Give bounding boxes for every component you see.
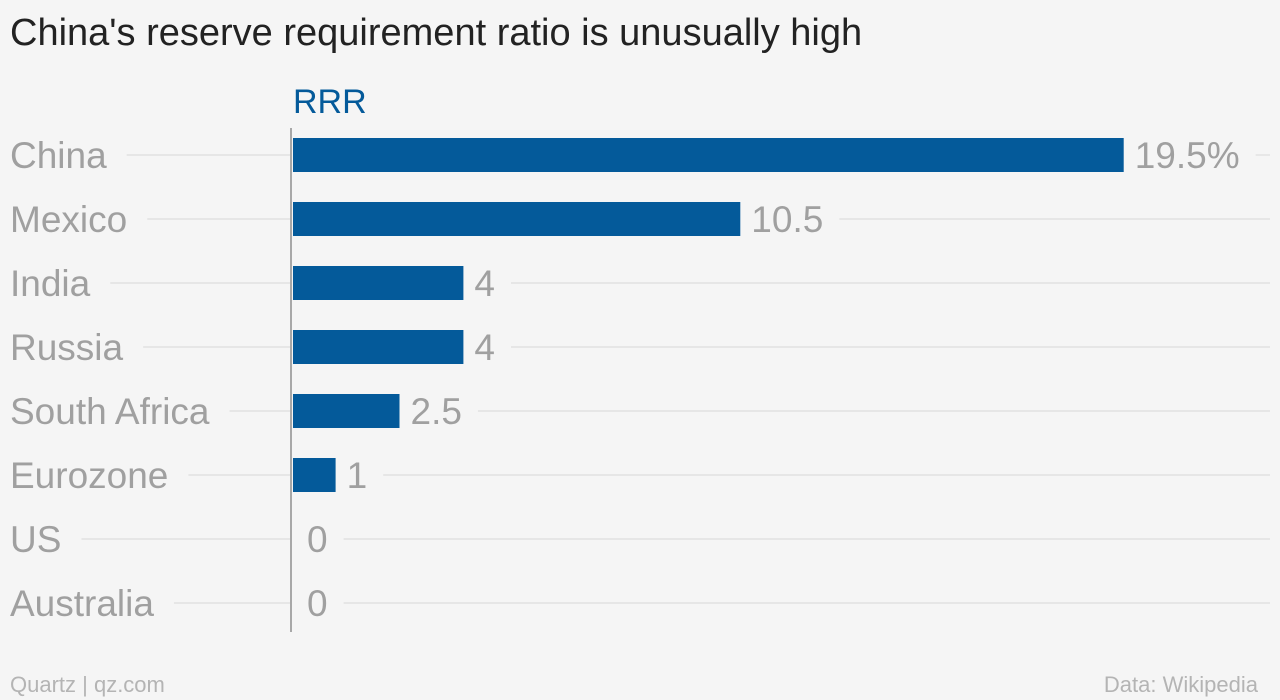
footer-source: Data: Wikipedia xyxy=(1103,672,1258,697)
value-label: 19.5% xyxy=(1135,135,1240,176)
gridlines xyxy=(81,154,1270,604)
bar-chart: RRR China Mexico India Russia South Africa Eu… xyxy=(10,83,1270,632)
bar-india xyxy=(293,266,464,300)
value-label: 10.5 xyxy=(751,199,823,240)
category-label: Mexico xyxy=(10,199,127,240)
value-label: 4 xyxy=(474,327,495,368)
value-label: 0 xyxy=(307,519,328,560)
footer-credit: Quartz | qz.com xyxy=(10,672,165,697)
category-label: India xyxy=(10,263,91,304)
value-label: 0 xyxy=(307,583,328,624)
bars xyxy=(293,138,1124,492)
value-label: 1 xyxy=(347,455,368,496)
series-label: RRR xyxy=(293,83,367,121)
bar-south-africa xyxy=(293,394,400,428)
category-label: Eurozone xyxy=(10,455,168,496)
value-label: 4 xyxy=(474,263,495,304)
bar-china xyxy=(293,138,1124,172)
category-label: Russia xyxy=(10,327,124,368)
category-label: China xyxy=(10,135,107,176)
category-labels: China Mexico India Russia South Africa Eurozo… xyxy=(10,135,210,624)
category-label: South Africa xyxy=(10,391,210,432)
value-label: 2.5 xyxy=(411,391,462,432)
bar-mexico xyxy=(293,202,741,236)
category-label: Australia xyxy=(10,583,154,624)
chart-title: China's reserve requirement ratio is unu… xyxy=(10,12,863,54)
bar-russia xyxy=(293,330,464,364)
category-label: US xyxy=(10,519,61,560)
bar-eurozone xyxy=(293,458,336,492)
